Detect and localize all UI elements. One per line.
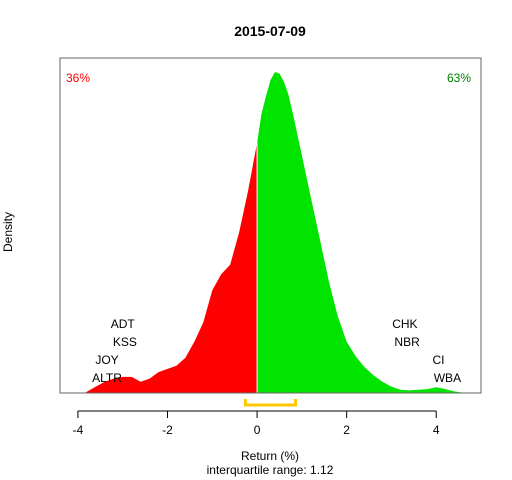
ticker-label: KSS [113, 335, 137, 349]
x-tick-label: -4 [73, 423, 84, 437]
ticker-label: CI [432, 353, 444, 367]
left-share-label: 36% [66, 71, 90, 85]
ticker-label: ADT [111, 317, 136, 331]
x-tick-label: 2 [343, 423, 350, 437]
ticker-label: CHK [392, 317, 417, 331]
chart-title: 2015-07-09 [234, 23, 306, 39]
negative-return-area [84, 142, 258, 393]
ticker-label: ALTR [92, 371, 122, 385]
positive-return-area [257, 72, 466, 393]
right-share-label: 63% [447, 71, 471, 85]
x-tick-label: -2 [162, 423, 173, 437]
ticker-label: NBR [394, 335, 420, 349]
ticker-label: WBA [434, 371, 461, 385]
ticker-label: JOY [95, 353, 118, 367]
x-axis-label: Return (%) [241, 449, 299, 463]
iqr-bracket [243, 399, 298, 407]
x-tick-label: 4 [433, 423, 440, 437]
y-axis-label: Density [1, 212, 15, 252]
iqr-subtitle: interquartile range: 1.12 [207, 463, 334, 477]
x-tick-label: 0 [254, 423, 261, 437]
plot-frame [59, 57, 482, 394]
